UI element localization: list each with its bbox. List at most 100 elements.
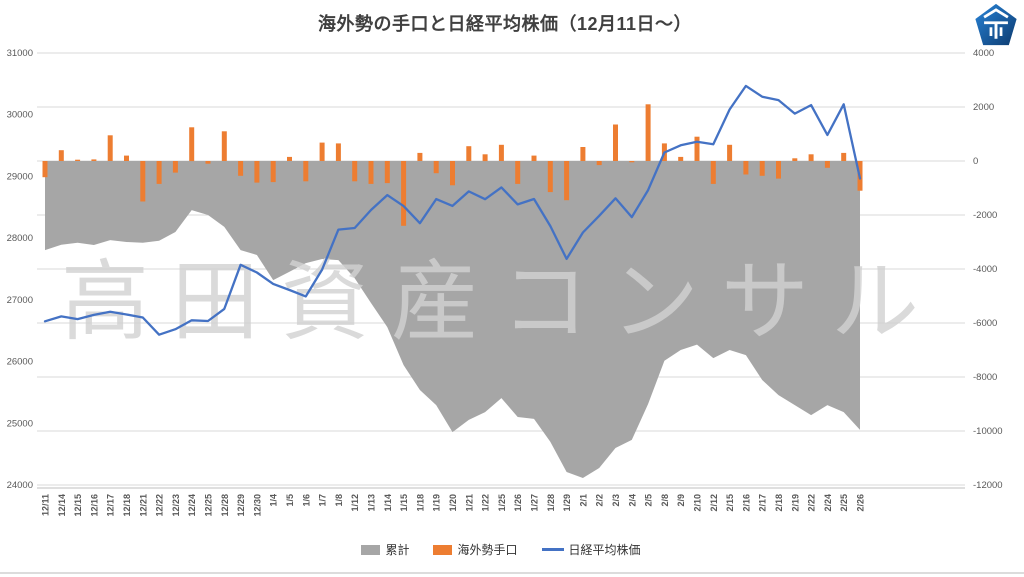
x-tick-label: 1/26 (513, 494, 523, 512)
x-tick-label: 2/17 (758, 494, 768, 512)
x-tick-label: 1/15 (399, 494, 409, 512)
legend-item-1: 海外勢手口 (433, 541, 518, 558)
bar-foreign-net (319, 142, 325, 161)
bar-foreign-net (287, 156, 292, 161)
left-axis-tick-label: 30000 (7, 110, 33, 121)
bar-foreign-net (303, 161, 309, 182)
left-axis-tick-label: 27000 (7, 295, 33, 306)
x-tick-label: 2/10 (693, 494, 703, 512)
legend-label: 海外勢手口 (457, 543, 518, 557)
x-tick-label: 12/23 (171, 494, 181, 517)
bar-foreign-net (368, 161, 374, 184)
x-tick-label: 1/18 (415, 494, 425, 512)
left-axis-tick-label: 26000 (7, 357, 33, 368)
bar-foreign-net (482, 154, 488, 162)
x-tick-label: 2/9 (676, 494, 686, 507)
x-tick-label: 2/19 (790, 494, 800, 512)
right-axis-tick-label: 0 (973, 156, 978, 167)
x-tick-label: 1/21 (464, 494, 474, 512)
legend-swatch-line (541, 548, 564, 551)
x-tick-label: 2/22 (807, 494, 817, 512)
x-tick-label: 2/1 (578, 494, 588, 507)
x-tick-label: 1/6 (301, 494, 311, 507)
bar-foreign-net (156, 161, 162, 184)
bar-foreign-net (417, 152, 423, 161)
bottom-divider (0, 572, 1024, 574)
bar-foreign-net (531, 155, 537, 161)
x-tick-label: 12/16 (89, 494, 99, 517)
x-tick-label: 1/14 (383, 494, 393, 512)
bar-foreign-net (613, 124, 618, 161)
left-axis-tick-label: 24000 (7, 480, 33, 491)
bar-foreign-net (91, 159, 97, 161)
x-tick-label: 2/26 (856, 494, 866, 512)
bar-foreign-net (270, 161, 276, 183)
area-cumulative (45, 161, 860, 478)
legend-label: 日経平均株価 (568, 543, 641, 557)
bar-foreign-net (727, 144, 733, 161)
logo-roof (983, 8, 1009, 19)
x-tick-label: 2/25 (839, 494, 849, 512)
bar-foreign-net (580, 147, 586, 161)
legend-swatch-rect (361, 544, 381, 555)
bar-foreign-net (124, 155, 129, 161)
bar-foreign-net (221, 131, 227, 161)
watermark-text: 高田資産コンサル (61, 252, 941, 351)
legend-item-0: 累計 (361, 541, 409, 558)
bar-foreign-net (384, 161, 390, 184)
x-tick-label: 2/12 (709, 494, 719, 512)
x-tick-label: 2/8 (660, 494, 670, 507)
x-tick-label: 1/27 (530, 494, 540, 512)
x-tick-label: 1/8 (334, 494, 344, 507)
x-tick-label: 12/29 (236, 494, 246, 517)
x-tick-label: 12/25 (204, 494, 214, 517)
x-tick-label: 12/17 (106, 494, 116, 517)
x-tick-label: 2/24 (823, 494, 833, 512)
bar-foreign-net (42, 161, 48, 178)
x-tick-label: 12/30 (252, 494, 262, 517)
bar-foreign-net (515, 161, 521, 184)
x-tick-label: 12/22 (155, 494, 165, 517)
bar-foreign-net (189, 127, 195, 162)
bar-foreign-net (75, 159, 81, 161)
right-axis-tick-label: -10000 (973, 426, 1003, 437)
bar-foreign-net (759, 161, 765, 176)
bar-foreign-net (596, 161, 602, 166)
bar-foreign-net (710, 161, 716, 184)
legend-item-2: 日経平均株価 (541, 541, 641, 558)
right-axis-tick-label: 4000 (973, 48, 994, 59)
x-tick-label: 2/18 (774, 494, 784, 512)
bar-foreign-net (238, 161, 244, 176)
right-axis-tick-label: 2000 (973, 102, 994, 113)
x-tick-label: 1/7 (318, 494, 328, 507)
bar-foreign-net (776, 161, 781, 179)
x-tick-label: 2/15 (725, 494, 735, 512)
bar-foreign-net (564, 161, 570, 201)
bar-foreign-net (335, 143, 341, 161)
bar-foreign-net (498, 144, 504, 161)
x-tick-label: 1/25 (497, 494, 507, 512)
bar-foreign-net (466, 146, 472, 161)
x-tick-label: 12/14 (57, 494, 67, 517)
chart-legend: 累計 海外勢手口 日経平均株価 (37, 541, 965, 558)
x-tick-label: 12/24 (187, 494, 197, 517)
right-axis-tick-label: -2000 (973, 210, 997, 221)
x-tick-label: 2/4 (627, 494, 637, 507)
left-axis-tick-label: 31000 (7, 48, 33, 59)
nikkei-line (43, 84, 862, 336)
right-axis-tick-label: -8000 (973, 372, 997, 383)
right-axis-tick-label: -6000 (973, 318, 997, 329)
x-tick-label: 1/13 (367, 494, 377, 512)
x-tick-label: 2/5 (644, 494, 654, 507)
bar-foreign-net (841, 152, 847, 161)
x-tick-label: 1/22 (481, 494, 491, 512)
bar-foreign-net (694, 136, 700, 161)
x-tick-label: 1/4 (269, 494, 279, 507)
bar-foreign-net (401, 161, 407, 226)
bar-foreign-net (824, 161, 830, 168)
legend-label: 累計 (385, 543, 410, 557)
legend-swatch-rect (433, 544, 453, 555)
bar-foreign-net (629, 161, 635, 163)
bar-foreign-net (205, 161, 211, 164)
